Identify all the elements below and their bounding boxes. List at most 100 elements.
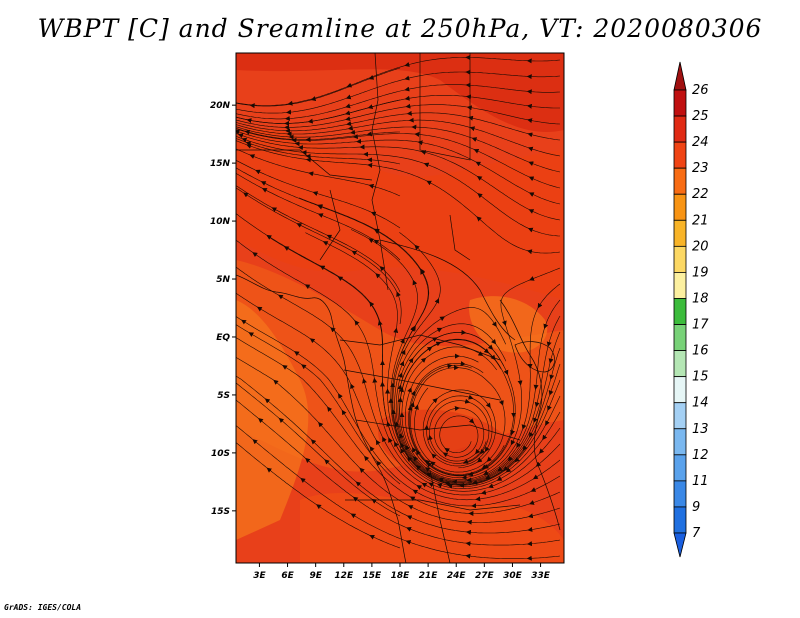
colorbar-label: 14 [692,396,709,411]
colorbar-label: 7 [692,526,701,541]
streamline-arrow [236,129,241,135]
lat-tick-label: 10N [210,217,231,227]
streamline-arrow [468,394,474,400]
longitude-axis: 3E 6E 9E 12E 15E 18E 21E 24E 27E 30E 33E [253,563,551,581]
colorbar-segment [673,219,687,247]
streamline-arrow [514,457,520,463]
streamline-arrow [475,448,481,455]
lon-tick-label: 9E [309,571,322,581]
streamline-arrow [341,409,347,416]
field-patch [236,300,309,540]
lat-tick-label: 5S [217,391,230,401]
streamline-arrow [533,417,538,424]
streamline-arrow [324,459,330,465]
streamline-arrow [438,477,444,483]
streamline-arrow [535,461,542,467]
streamline [236,213,401,453]
streamline-arrow [406,515,413,520]
streamline [399,332,516,477]
streamline [401,283,561,480]
streamline-arrow [483,470,489,475]
streamline-arrow [345,94,352,100]
streamline-arrow [442,452,449,458]
streamline-arrow [373,239,380,245]
field-patch [469,296,548,353]
map-panel [235,52,565,564]
streamline [236,324,401,485]
streamline-arrow [258,418,264,424]
colorbar-label: 9 [692,500,700,515]
streamline-arrow [371,498,378,504]
colorbar-segment [673,376,687,404]
streamline-arrow [316,504,322,510]
border-line [379,239,516,341]
streamline [236,187,402,325]
streamline-arrow [370,211,377,217]
streamline-arrow [375,439,381,446]
streamline [236,356,561,523]
streamline-arrow [351,250,358,256]
streamline-arrow [317,204,323,209]
streamline-arrow [428,482,434,488]
streamline-arrow [527,146,534,152]
streamline [236,140,561,254]
colorbar-label: 23 [692,161,709,176]
streamline-arrow [399,433,404,439]
streamline-arrow [510,439,516,446]
streamline-arrow [277,294,284,300]
streamline [350,229,561,486]
streamline-arrow [530,487,537,492]
border-line [449,214,471,261]
streamline-arrow [278,417,285,424]
colorbar-label: 19 [692,265,709,280]
streamline-arrow [534,401,540,408]
streamline-arrow [481,464,488,469]
colorbar-segment [673,141,687,169]
streamline-arrow [350,513,357,519]
lon-tick-label: 18E [391,571,411,581]
streamline-arrow [483,348,490,354]
streamline-arrow [388,437,393,443]
streamline-arrow [545,420,550,426]
streamline-arrow [322,241,329,246]
streamline-arrow [421,482,428,488]
streamline [298,197,527,486]
streamline-arrow [369,301,375,307]
border-line [499,299,561,531]
streamline-arrow [510,429,516,436]
colorbar-label: 25 [692,109,709,124]
streamline-arrow [400,448,406,454]
streamline-arrow [376,460,382,467]
streamline [236,316,561,507]
streamline-arrow [420,357,427,363]
streamline-arrow [548,358,554,364]
colorbar-segment [673,454,687,482]
colorbar-segment [673,324,687,351]
streamline-arrow [368,183,375,189]
streamline-arrow [548,390,554,396]
streamline-arrow [480,448,486,455]
streamline [405,267,561,479]
colorbar-label: 12 [692,448,709,463]
lat-tick-label: 20N [210,101,231,111]
colorbar-label: 20 [692,239,709,254]
colorbar-label: 17 [692,318,709,333]
streamline-arrow [420,268,426,274]
streamline-arrow [476,176,483,181]
streamline [236,130,561,205]
colorbar-segment [673,167,687,195]
streamline-arrow [436,483,443,488]
streamline-arrow [379,266,385,272]
lon-tick-label: 33E [531,571,551,581]
streamline-arrow [499,400,504,406]
streamline-arrow [430,461,436,467]
streamline-arrow [252,439,258,445]
streamline-arrow [282,365,288,370]
streamline-arrow [271,207,278,212]
streamline-arrow [405,540,412,545]
streamline-arrow [488,483,494,489]
streamline-arrow [312,191,319,196]
streamline-arrow [409,401,415,408]
streamline-arrow [426,180,432,186]
